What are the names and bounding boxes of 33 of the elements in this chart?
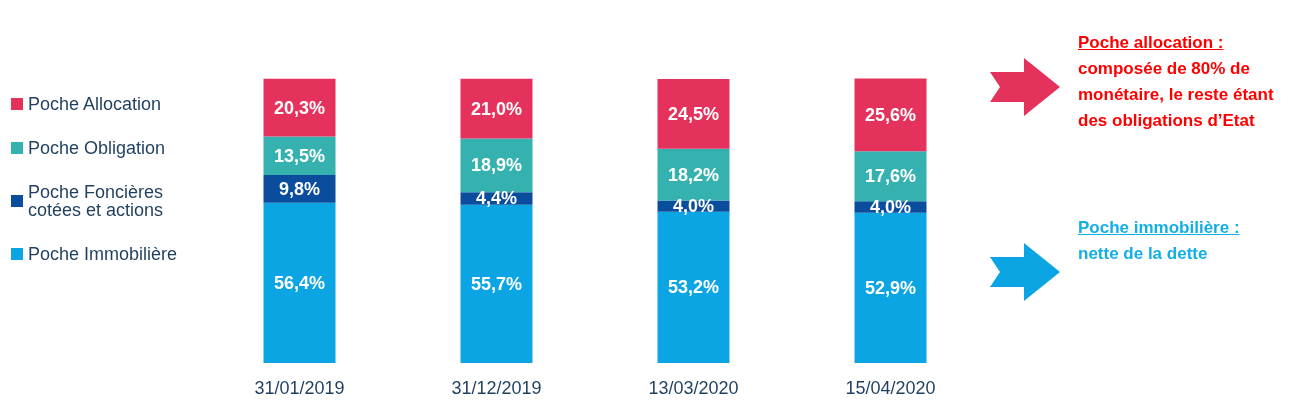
data-label: 18,2% — [667, 164, 720, 185]
text: composée de 80% de monétaire, le reste étant des obligations d’Etat — [1078, 58, 1275, 132]
bar — [460, 78, 533, 139]
text: Poche immobilière : — [1078, 217, 1241, 239]
text: nette de la dette — [1078, 243, 1209, 265]
legend-label: Poche Obligation — [28, 138, 166, 158]
data-label: 17,6% — [864, 166, 917, 187]
data-label: 4,4% — [475, 188, 518, 209]
bar — [263, 202, 336, 363]
data-label: 20,3% — [273, 97, 326, 118]
data-label: 13,5% — [273, 145, 326, 166]
data-label: 18,9% — [470, 155, 523, 176]
data-label: 4,0% — [672, 196, 715, 217]
legend-label: Poche Immobilière — [28, 244, 178, 264]
x-tick-label: 15/04/2020 — [845, 378, 936, 398]
legend-label: Poche Allocation — [28, 94, 162, 114]
data-label: 52,9% — [864, 277, 917, 298]
data-label: 25,6% — [864, 104, 917, 125]
data-label: 56,4% — [273, 272, 326, 293]
x-tick-label: 31/12/2019 — [451, 378, 542, 398]
data-label: 24,5% — [667, 103, 720, 124]
bar — [657, 79, 730, 149]
bar — [263, 78, 336, 137]
data-label: 55,7% — [470, 273, 523, 294]
text: Poche allocation : — [1078, 32, 1225, 54]
data-label: 53,2% — [667, 277, 720, 298]
data-label: 4,0% — [869, 196, 912, 217]
bar — [854, 78, 927, 152]
x-tick-label: 13/03/2020 — [648, 378, 739, 398]
data-label: 9,8% — [278, 178, 321, 199]
data-label: 21,0% — [470, 98, 523, 119]
legend-label: Poche Foncières cotées et actions — [28, 182, 169, 220]
x-tick-label: 31/01/2019 — [254, 378, 345, 398]
